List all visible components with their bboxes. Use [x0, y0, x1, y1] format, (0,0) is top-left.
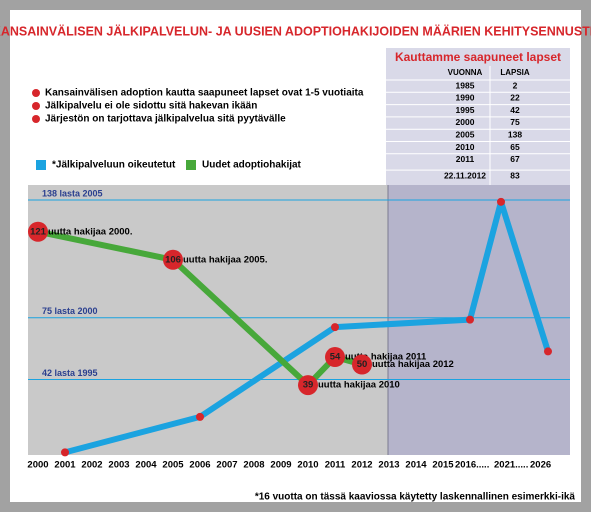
bullet-text: Järjestön on tarjottava jälkipalvelua si…: [45, 114, 286, 125]
value-label: 54: [330, 352, 341, 363]
bullet-text: Jälkipalvelu ei ole sidottu sitä hakevan…: [45, 101, 257, 112]
point: [61, 448, 69, 457]
table-cell: 22.11.2012: [444, 170, 486, 180]
x-tick-label: 2014: [405, 460, 427, 471]
reference-label: 75 lasta 2000: [42, 306, 98, 316]
table-cell: 2010: [456, 142, 475, 152]
legend-label: *Jälkipalveluun oikeutetut: [52, 160, 176, 171]
annotation: uutta hakijaa 2005.: [183, 254, 267, 265]
table-cell: 2011: [456, 154, 475, 164]
point: [352, 354, 372, 375]
point: [466, 315, 474, 324]
table-cell: 42: [510, 105, 520, 115]
x-tick-label: 2016.....: [455, 460, 489, 471]
title: KANSAINVÄLISEN JÄLKIPALVELUN- JA UUSIEN …: [0, 23, 591, 38]
annotation: uutta hakijaa 2000.: [48, 226, 132, 237]
bullet: [32, 89, 40, 97]
x-tick-label: 2013: [378, 460, 399, 471]
table-cell: 1990: [456, 93, 475, 103]
x-tick-label: 2010: [297, 460, 318, 471]
x-tick-label: 2026: [530, 460, 551, 471]
reference-label: 42 lasta 1995: [42, 368, 98, 378]
value-label: 39: [303, 380, 314, 391]
x-tick-label: 2015: [432, 460, 454, 471]
point: [163, 249, 183, 270]
x-tick-label: 2006: [189, 460, 210, 471]
table-cell: 83: [510, 170, 520, 180]
annotation: uutta hakijaa 2012: [372, 359, 454, 370]
table-cell: 75: [510, 117, 520, 127]
x-tick-label: 2008: [243, 460, 264, 471]
point: [325, 347, 345, 368]
point: [196, 412, 204, 421]
x-tick-label: 2009: [270, 460, 291, 471]
legend-label: Uudet adoptiohakijat: [202, 160, 302, 171]
bullet-text: Kansainvälisen adoption kautta saapuneet…: [45, 88, 364, 99]
x-tick-label: 2003: [108, 460, 129, 471]
bullet: [32, 102, 40, 110]
reference-label: 138 lasta 2005: [42, 188, 103, 198]
bullet: [32, 115, 40, 123]
annotation: uutta hakijaa 2010: [318, 380, 400, 391]
value-label: 106: [165, 254, 181, 265]
x-tick-label: 2007: [216, 460, 237, 471]
x-tick-label: 2021.....: [494, 460, 528, 471]
table-cell: 1995: [456, 105, 475, 115]
point: [298, 375, 318, 396]
table-title: Kauttamme saapuneet lapset: [395, 50, 561, 64]
table-header: LAPSIA: [500, 68, 530, 77]
legend-swatch: [36, 160, 46, 170]
table-header: VUONNA: [448, 68, 483, 77]
footnote: *16 vuotta on tässä kaaviossa käytetty l…: [255, 492, 576, 503]
table-cell: 2005: [456, 129, 475, 139]
table-cell: 2: [513, 80, 518, 90]
point: [497, 197, 505, 206]
legend-swatch: [186, 160, 196, 170]
table-cell: 67: [510, 154, 520, 164]
annotation: uutta hakijaa 2011: [345, 352, 427, 363]
table-cell: 1985: [456, 80, 475, 90]
point: [331, 323, 339, 332]
x-tick-label: 2011: [325, 460, 346, 471]
point: [544, 347, 552, 356]
x-tick-label: 2001: [54, 460, 76, 471]
point: [28, 221, 48, 242]
value-label: 50: [357, 359, 368, 370]
table-cell: 65: [510, 142, 520, 152]
table-cell: 22: [510, 93, 520, 103]
x-tick-label: 2004: [135, 460, 157, 471]
value-label: 121: [30, 226, 47, 237]
x-tick-label: 2000: [27, 460, 48, 471]
series-line: [64, 198, 551, 456]
table-cell: 138: [508, 129, 522, 139]
x-tick-label: 2002: [81, 460, 102, 471]
x-tick-label: 2005: [162, 460, 184, 471]
table-cell: 2000: [456, 117, 475, 127]
x-tick-label: 2012: [351, 460, 372, 471]
